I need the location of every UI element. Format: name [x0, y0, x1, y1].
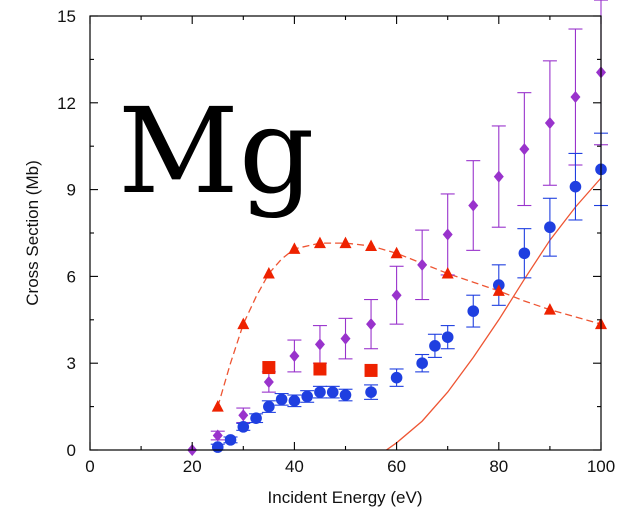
data-point-circle — [429, 340, 441, 352]
data-point-diamond — [417, 258, 428, 271]
data-point-diamond — [519, 143, 530, 156]
data-point-triangle — [339, 236, 352, 249]
data-point-square — [313, 362, 327, 376]
data-point-diamond — [263, 376, 274, 389]
data-point-triangle — [237, 317, 250, 330]
x-axis-title: Incident Energy (eV) — [268, 488, 423, 507]
y-tick-label: 15 — [57, 7, 76, 26]
y-tick-label: 6 — [67, 267, 76, 286]
data-point-triangle — [390, 246, 403, 259]
data-point-triangle — [441, 267, 454, 279]
data-point-diamond — [442, 228, 453, 241]
x-tick-label: 60 — [387, 457, 406, 476]
data-point-diamond — [493, 170, 504, 183]
data-point-diamond — [314, 338, 325, 351]
data-point-circle — [365, 386, 377, 398]
data-point-circle — [544, 221, 556, 234]
data-point-circle — [569, 180, 582, 193]
data-point-circle — [288, 395, 301, 407]
data-point-diamond — [468, 199, 479, 212]
data-point-circle — [441, 331, 454, 343]
data-point-triangle — [365, 239, 378, 252]
data-point-square — [262, 361, 276, 375]
data-point-circle — [250, 412, 262, 424]
x-tick-label: 20 — [183, 457, 202, 476]
data-point-circle — [211, 441, 224, 453]
data-point-diamond — [340, 332, 351, 345]
data-point-diamond — [366, 318, 377, 331]
data-point-circle — [326, 386, 339, 398]
data-point-circle — [416, 357, 428, 370]
data-point-circle — [301, 390, 313, 403]
solid-curve — [386, 177, 602, 451]
data-point-diamond — [570, 91, 581, 104]
x-tick-label: 100 — [587, 457, 615, 476]
data-point-circle — [263, 400, 275, 413]
data-point-diamond — [544, 117, 555, 130]
data-point-triangle — [492, 284, 505, 296]
y-tick-label: 12 — [57, 94, 76, 113]
data-point-circle — [339, 389, 352, 401]
data-point-triangle — [211, 400, 224, 412]
data-point-diamond — [289, 349, 300, 362]
y-axis-title: Cross Section (Mb) — [23, 160, 42, 305]
y-tick-label: 9 — [67, 181, 76, 200]
x-tick-label: 40 — [285, 457, 304, 476]
element-label: Mg — [118, 82, 314, 220]
data-point-circle — [390, 371, 403, 384]
data-point-circle — [224, 434, 237, 446]
data-point-square — [364, 363, 378, 377]
data-point-diamond — [238, 409, 249, 422]
ticks-layer: 0 20 40 60 80 100 0 3 6 9 12 15 — [57, 7, 615, 476]
data-point-circle — [467, 305, 480, 317]
data-point-diamond — [391, 289, 402, 302]
data-point-circle — [314, 386, 326, 398]
data-point-circle — [237, 421, 250, 433]
data-point-triangle — [288, 242, 301, 254]
data-point-circle — [518, 247, 531, 260]
x-tick-label: 0 — [85, 457, 94, 476]
y-tick-label: 0 — [67, 441, 76, 460]
y-tick-label: 3 — [67, 354, 76, 373]
data-point-circle — [275, 393, 288, 406]
dashed-curve — [217, 242, 602, 407]
data-point-triangle — [543, 303, 556, 315]
data-point-triangle — [313, 236, 326, 249]
x-tick-label: 80 — [489, 457, 508, 476]
data-point-diamond — [212, 429, 223, 442]
data-point-triangle — [262, 267, 275, 279]
markers-layer — [187, 66, 607, 456]
